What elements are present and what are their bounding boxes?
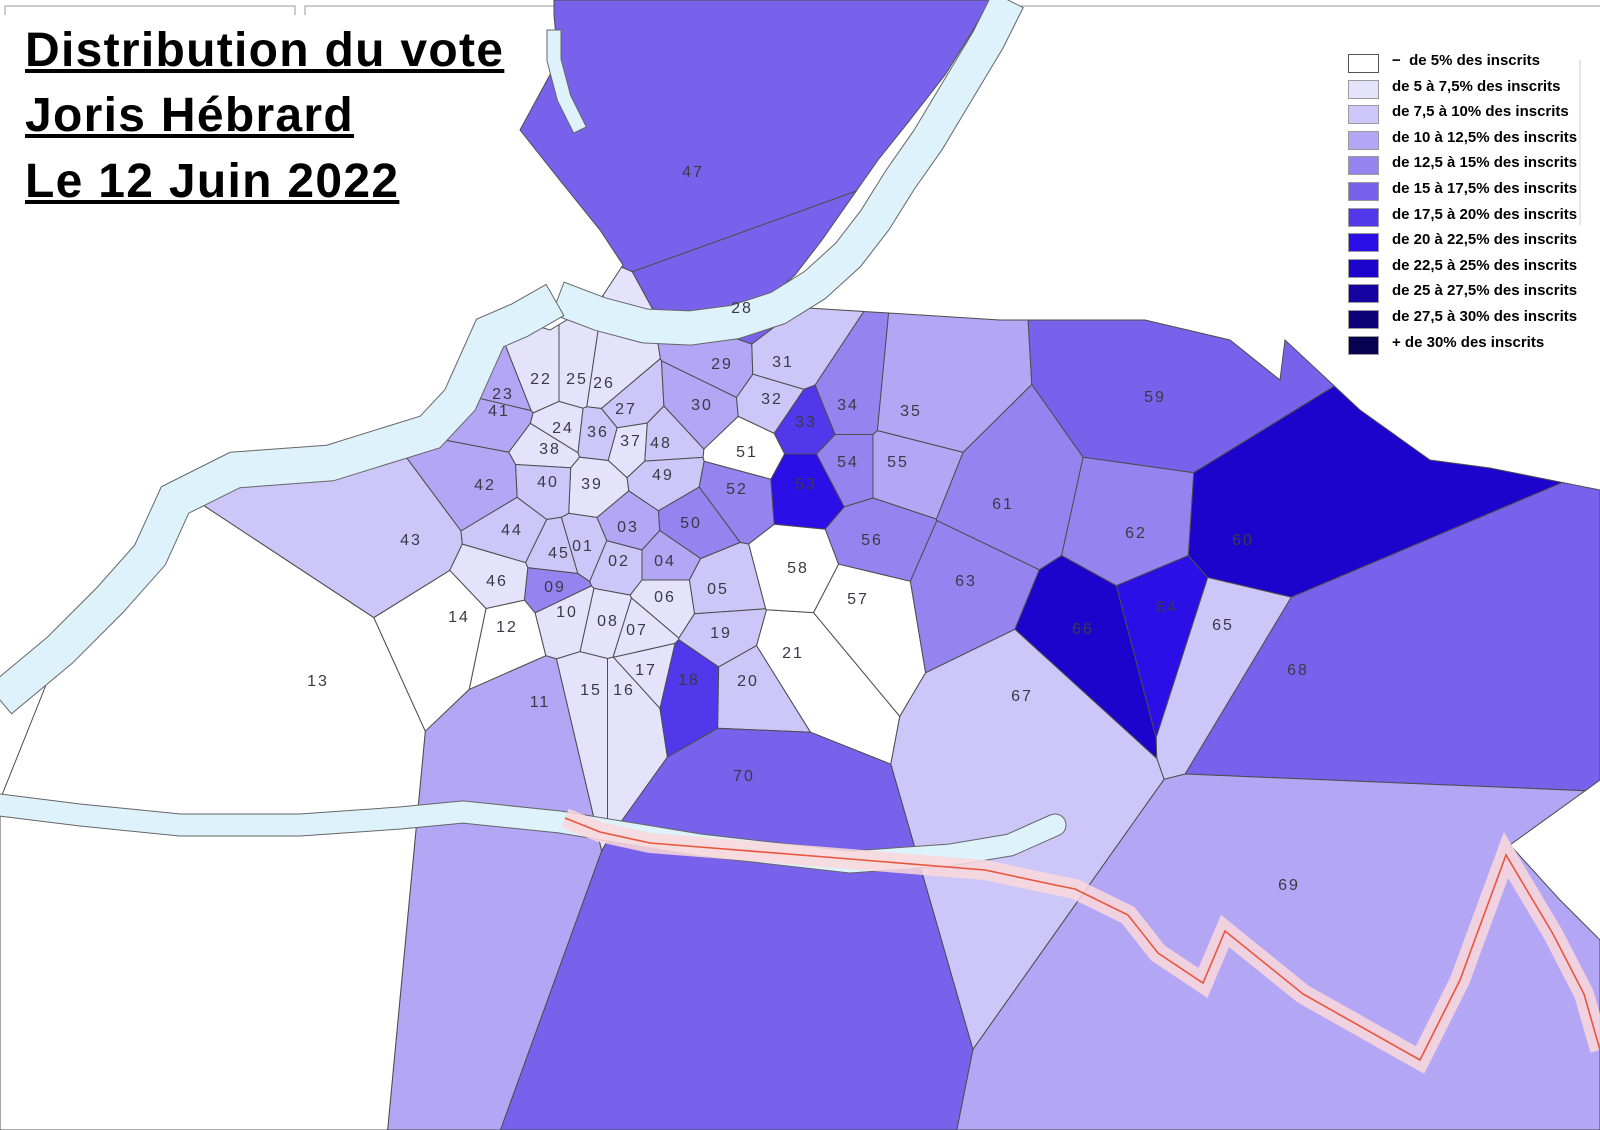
svg-text:50: 50 bbox=[680, 515, 702, 532]
svg-text:41: 41 bbox=[488, 403, 510, 420]
svg-text:13: 13 bbox=[307, 673, 329, 690]
svg-text:34: 34 bbox=[837, 397, 859, 414]
svg-text:54: 54 bbox=[837, 454, 859, 471]
svg-text:45: 45 bbox=[548, 545, 570, 562]
svg-text:64: 64 bbox=[1156, 599, 1178, 616]
svg-text:32: 32 bbox=[761, 391, 783, 408]
svg-text:14: 14 bbox=[448, 609, 470, 626]
svg-text:58: 58 bbox=[787, 560, 809, 577]
svg-text:21: 21 bbox=[782, 645, 804, 662]
svg-text:62: 62 bbox=[1125, 525, 1147, 542]
svg-text:04: 04 bbox=[654, 553, 676, 570]
svg-text:26: 26 bbox=[593, 375, 615, 392]
svg-text:70: 70 bbox=[733, 768, 755, 785]
svg-text:56: 56 bbox=[861, 532, 883, 549]
svg-text:55: 55 bbox=[887, 454, 909, 471]
svg-text:17: 17 bbox=[635, 662, 657, 679]
svg-text:63: 63 bbox=[955, 573, 977, 590]
svg-text:65: 65 bbox=[1212, 617, 1234, 634]
svg-text:46: 46 bbox=[486, 573, 508, 590]
svg-text:05: 05 bbox=[707, 581, 729, 598]
svg-text:19: 19 bbox=[710, 625, 732, 642]
svg-text:47: 47 bbox=[682, 164, 704, 181]
svg-text:20: 20 bbox=[737, 673, 759, 690]
svg-text:67: 67 bbox=[1011, 688, 1033, 705]
svg-text:07: 07 bbox=[626, 622, 648, 639]
svg-text:30: 30 bbox=[691, 397, 713, 414]
svg-text:36: 36 bbox=[587, 424, 609, 441]
svg-text:22: 22 bbox=[530, 371, 552, 388]
svg-text:44: 44 bbox=[501, 522, 523, 539]
svg-text:28: 28 bbox=[731, 300, 753, 317]
svg-text:27: 27 bbox=[615, 401, 637, 418]
svg-text:49: 49 bbox=[652, 467, 674, 484]
svg-text:60: 60 bbox=[1232, 532, 1254, 549]
svg-text:15: 15 bbox=[580, 682, 602, 699]
svg-text:38: 38 bbox=[539, 441, 561, 458]
svg-text:52: 52 bbox=[726, 481, 748, 498]
svg-text:02: 02 bbox=[608, 553, 630, 570]
svg-text:10: 10 bbox=[556, 604, 578, 621]
svg-text:37: 37 bbox=[620, 433, 642, 450]
svg-text:24: 24 bbox=[552, 420, 574, 437]
svg-text:12: 12 bbox=[496, 619, 518, 636]
svg-text:25: 25 bbox=[566, 371, 588, 388]
svg-text:66: 66 bbox=[1072, 621, 1094, 638]
svg-text:03: 03 bbox=[617, 519, 639, 536]
svg-text:40: 40 bbox=[537, 474, 559, 491]
svg-text:33: 33 bbox=[795, 414, 817, 431]
svg-text:69: 69 bbox=[1278, 877, 1300, 894]
svg-text:11: 11 bbox=[530, 694, 551, 711]
svg-text:53: 53 bbox=[795, 476, 817, 493]
svg-text:23: 23 bbox=[492, 386, 514, 403]
svg-text:68: 68 bbox=[1287, 662, 1309, 679]
svg-text:42: 42 bbox=[474, 477, 496, 494]
svg-text:59: 59 bbox=[1144, 389, 1166, 406]
svg-text:18: 18 bbox=[678, 672, 700, 689]
svg-text:01: 01 bbox=[572, 538, 594, 555]
svg-text:61: 61 bbox=[992, 496, 1014, 513]
svg-text:09: 09 bbox=[544, 579, 566, 596]
svg-text:06: 06 bbox=[654, 589, 676, 606]
svg-text:29: 29 bbox=[711, 356, 733, 373]
svg-text:39: 39 bbox=[581, 476, 603, 493]
svg-text:51: 51 bbox=[736, 444, 758, 461]
svg-text:35: 35 bbox=[900, 403, 922, 420]
svg-text:08: 08 bbox=[597, 613, 619, 630]
svg-text:57: 57 bbox=[847, 591, 869, 608]
svg-text:48: 48 bbox=[650, 435, 672, 452]
svg-text:31: 31 bbox=[772, 354, 794, 371]
svg-text:16: 16 bbox=[613, 682, 635, 699]
svg-text:43: 43 bbox=[400, 532, 422, 549]
